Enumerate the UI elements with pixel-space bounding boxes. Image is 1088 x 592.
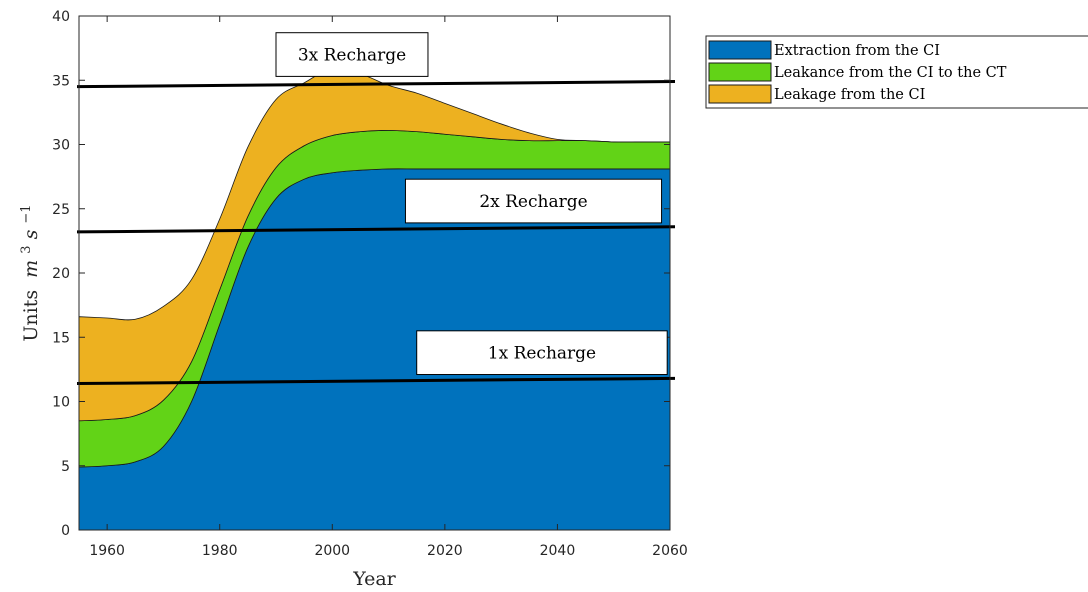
y-axis-title-text: Units — [20, 290, 42, 342]
recharge-lines-group — [76, 80, 676, 386]
x-tick-label: 1960 — [89, 543, 125, 559]
legend-entry-2: Leakance from the CI to the CT — [708, 62, 1007, 82]
annotation-1: 3x Recharge — [275, 32, 429, 77]
y-axis-title-unit-s: s — [20, 229, 42, 239]
recharge-annotations: 3x Recharge 2x Recharge 1x Recharge — [275, 32, 668, 376]
x-tick-label: 1980 — [202, 543, 238, 559]
annotation-label: 2x Recharge — [479, 192, 587, 212]
annotation-box — [416, 330, 668, 376]
y-axis-title: Units m 3 s −1 — [13, 204, 42, 341]
y-axis-ticks: 0 5 10 15 20 25 30 35 40 — [52, 9, 670, 539]
legend-label: Leakance from the CI to the CT — [774, 65, 1007, 81]
legend-label: Extraction from the CI — [774, 43, 940, 59]
y-tick-label: 15 — [52, 330, 70, 346]
legend-swatch — [708, 40, 772, 60]
y-tick-label: 40 — [52, 9, 70, 25]
legend: Extraction from the CI Leakance from the … — [705, 35, 1088, 109]
legend-entry-1: Extraction from the CI — [708, 40, 940, 60]
annotation-label: 1x Recharge — [488, 344, 596, 364]
annotation-2: 2x Recharge — [404, 178, 663, 224]
y-axis-title-exp-3: 3 — [19, 245, 34, 253]
x-tick-label: 2000 — [314, 543, 350, 559]
annotation-box — [404, 178, 663, 224]
y-tick-label: 5 — [61, 459, 70, 475]
recharge-line-2x — [76, 225, 676, 234]
y-tick-label: 30 — [52, 138, 70, 154]
y-axis-title-exp-minus1: −1 — [19, 204, 34, 223]
y-tick-label: 25 — [52, 202, 70, 218]
legend-entry-3: Leakage from the CI — [708, 84, 925, 104]
svg-text:Units m 3 s: Units m 3 s −1 — [13, 204, 42, 341]
y-tick-label: 10 — [52, 395, 70, 411]
y-tick-label: 20 — [52, 266, 70, 282]
y-tick-label: 0 — [61, 523, 70, 539]
x-tick-label: 2020 — [427, 543, 463, 559]
recharge-line-1x — [76, 376, 676, 386]
x-axis-title: Year — [352, 568, 396, 590]
legend-swatch — [708, 62, 772, 82]
area-series-group — [78, 67, 671, 531]
legend-swatch — [708, 84, 772, 104]
annotation-box — [275, 32, 429, 77]
y-axis-title-unit-m: m — [20, 260, 42, 278]
annotation-3: 1x Recharge — [416, 330, 668, 376]
x-axis-ticks: 1960 1980 2000 2020 2040 2060 — [89, 16, 688, 559]
y-tick-label: 35 — [52, 73, 70, 89]
x-tick-label: 2060 — [652, 543, 688, 559]
annotation-label: 3x Recharge — [298, 46, 406, 66]
x-tick-label: 2040 — [540, 543, 576, 559]
legend-label: Leakage from the CI — [774, 87, 925, 103]
recharge-line-3x — [76, 80, 676, 89]
